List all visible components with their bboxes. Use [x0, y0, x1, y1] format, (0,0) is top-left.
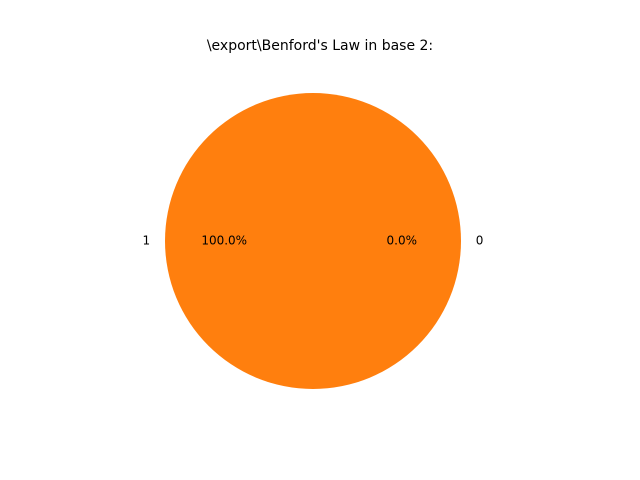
chart-title: \export\Benford's Law in base 2:: [207, 38, 433, 54]
slice-label-1: 1: [143, 234, 151, 248]
pie-slices: [165, 93, 461, 389]
pie-labels: 0 0.0% 1 100.0%: [143, 234, 484, 248]
pct-label-1: 100.0%: [201, 234, 247, 248]
pie-slice-1: [165, 93, 461, 389]
pct-label-0: 0.0%: [387, 234, 418, 248]
slice-label-0: 0: [476, 234, 484, 248]
